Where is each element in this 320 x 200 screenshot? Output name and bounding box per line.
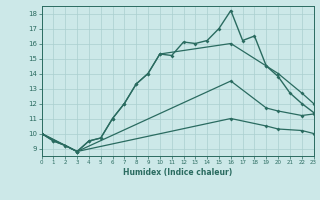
X-axis label: Humidex (Indice chaleur): Humidex (Indice chaleur) [123,168,232,177]
